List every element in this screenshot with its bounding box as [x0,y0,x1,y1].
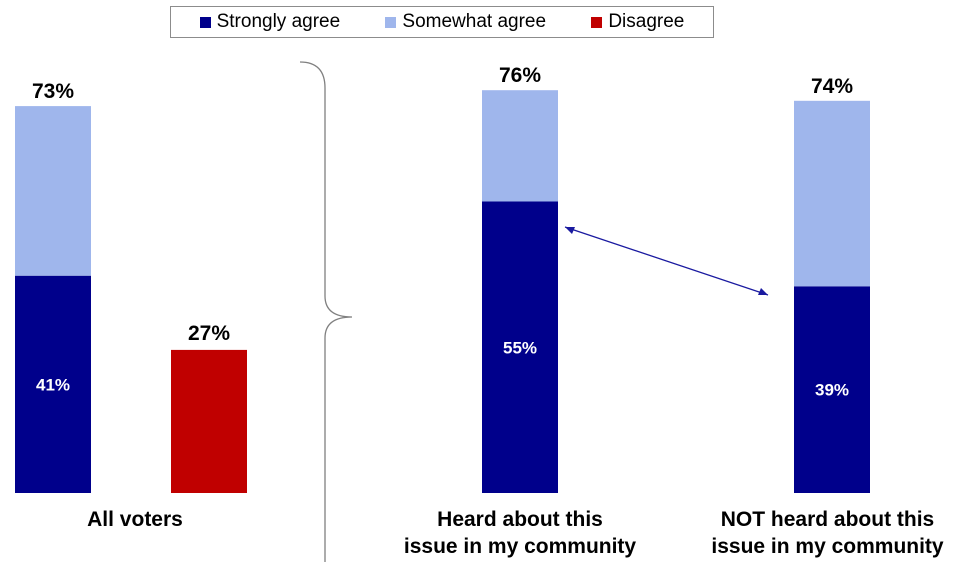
bar-all-agree-strongly-agree [15,275,91,493]
comparison-arrow [564,226,769,296]
bar-all-disagree-disagree [171,349,247,493]
total-label-all-agree: 73% [32,80,74,103]
legend: Strongly agree Somewhat agree Disagree [170,6,714,38]
legend-label-somewhat-agree: Somewhat agree [402,11,547,32]
legend-swatch-strongly-agree [199,16,211,28]
legend-swatch-disagree [591,16,603,28]
legend-item-strongly-agree: Strongly agree [199,11,341,33]
legend-label-strongly-agree: Strongly agree [216,11,341,32]
strongly-label-all-agree: 41% [36,375,70,394]
strongly-label-heard: 55% [503,338,537,357]
bar-not-heard-somewhat-agree [794,100,870,287]
legend-swatch-somewhat-agree [385,16,397,28]
bar-heard-strongly-agree [482,201,558,493]
total-label-not-heard: 74% [811,75,853,98]
total-label-heard: 76% [499,64,541,87]
bar-all-agree-somewhat-agree [15,106,91,276]
strongly-label-not-heard: 39% [815,381,849,400]
category-label-not-heard: NOT heard about this issue in my communi… [711,508,944,558]
legend-item-disagree: Disagree [591,11,684,33]
category-label-heard: Heard about this issue in my community [403,508,637,558]
category-label-all-voters: All voters [87,508,183,531]
legend-item-somewhat-agree: Somewhat agree [385,11,546,33]
bar-not-heard-strongly-agree [794,286,870,493]
group-brace [299,61,353,562]
legend-label-disagree: Disagree [608,11,685,32]
bar-heard-somewhat-agree [482,90,558,202]
total-label-all-disagree: 27% [188,322,230,345]
